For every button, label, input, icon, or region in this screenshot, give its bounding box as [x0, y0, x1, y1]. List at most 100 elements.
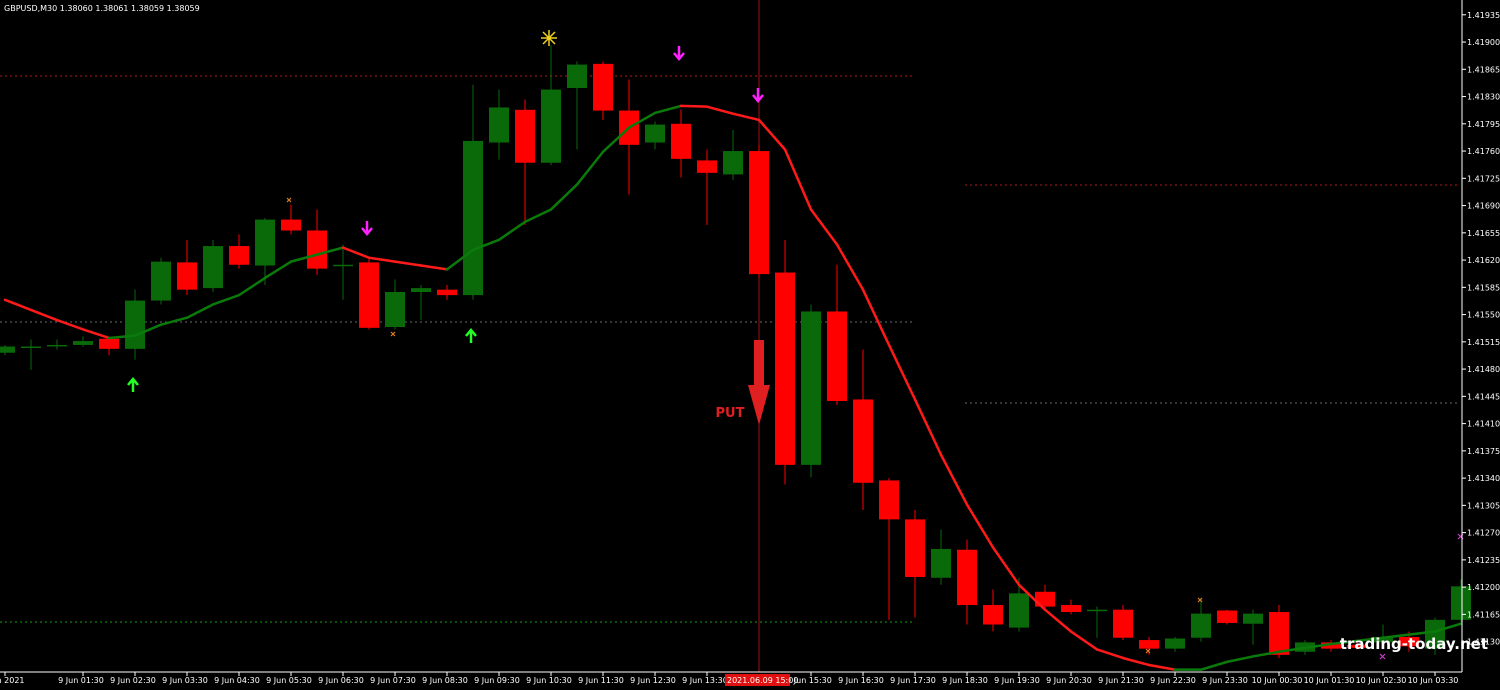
- x-tick-label: 9 Jun 17:30: [890, 676, 936, 685]
- ma-segment: [575, 150, 605, 186]
- candle-body: [1425, 619, 1445, 649]
- candle-body: [931, 548, 951, 578]
- crosshair-box: [725, 674, 790, 686]
- candle-body: [749, 151, 769, 275]
- ma-segment: [887, 343, 917, 401]
- candle-body: [671, 123, 691, 159]
- ma-segment: [315, 246, 345, 256]
- candle-body: [151, 261, 171, 301]
- candle-body: [515, 109, 535, 163]
- candle-body: [489, 107, 509, 143]
- y-tick-label: 1.41550: [1467, 311, 1500, 320]
- ma-segment: [1407, 630, 1437, 636]
- axes: 1.41935 1.41900 1.41865 1.41830 1.41795 1.417…: [0, 11, 1500, 685]
- ma-segment: [1329, 639, 1359, 646]
- ma-segment: [991, 546, 1021, 587]
- plot: [0, 45, 1471, 671]
- candle-body: [1061, 605, 1081, 613]
- x-tick-label: 9 Jun 18:30: [942, 676, 988, 685]
- candle-body: [1009, 593, 1029, 628]
- candle-body: [801, 311, 821, 465]
- ma-segment: [653, 104, 683, 115]
- candle-body: [307, 230, 327, 269]
- y-tick-label: 1.41830: [1467, 93, 1500, 102]
- candle-body: [1035, 591, 1055, 607]
- ma-segment: [757, 118, 787, 151]
- ma-segment: [835, 243, 865, 291]
- ma-segment: [679, 104, 709, 108]
- candle-body: [645, 124, 665, 143]
- x-tick-label: 10 Jun 03:30: [1408, 676, 1459, 685]
- candle-body: [229, 246, 249, 265]
- sell-arrow: [673, 46, 685, 61]
- cross-mark: [286, 197, 1203, 654]
- ma-segment: [913, 398, 943, 456]
- annotation: PUT: [716, 406, 745, 421]
- ma-segment: [1381, 633, 1411, 639]
- x-tick-label: 9 Jun 02:30: [110, 676, 156, 685]
- ma-segment: [55, 318, 85, 331]
- ma-segment: [1069, 630, 1099, 651]
- candle-body: [125, 300, 145, 349]
- candle-body: [853, 399, 873, 483]
- star: [541, 30, 557, 46]
- candle-body: [983, 605, 1003, 625]
- candle-body: [1347, 644, 1367, 648]
- x-tick-label: 9 Jun 06:30: [318, 676, 364, 685]
- candle-body: [1217, 610, 1237, 623]
- y-tick-label: 1.41235: [1467, 556, 1500, 565]
- y-tick-label: 1.41725: [1467, 174, 1500, 183]
- ma-segment: [549, 183, 579, 211]
- candle-body: [879, 480, 899, 520]
- x-tick-label: 9 Jun 09:30: [474, 676, 520, 685]
- ma-segment: [601, 126, 631, 154]
- candle-body: [1399, 636, 1419, 647]
- ma-segment: [939, 453, 969, 506]
- candle-body: [905, 519, 925, 578]
- ma-segment: [523, 208, 553, 224]
- ma-segment: [29, 308, 59, 322]
- buy-arrow: [465, 328, 477, 343]
- y-tick-label: 1.41865: [1467, 65, 1500, 74]
- ma-segment: [861, 288, 891, 347]
- x-tick-label: 9 Jun 01:30: [58, 676, 104, 685]
- ma-segment: [965, 503, 995, 549]
- candle-body: [255, 219, 275, 266]
- candle-body: [73, 341, 93, 345]
- y-tick-label: 1.41585: [1467, 283, 1500, 292]
- ma-segment: [809, 208, 839, 246]
- candle-body: [775, 272, 795, 465]
- candle-body: [1373, 636, 1393, 643]
- buy-arrow: [127, 377, 139, 392]
- ma-segment: [367, 256, 397, 263]
- x-tick-label: 10 Jun 00:30: [1252, 676, 1303, 685]
- ma-segment: [1017, 583, 1047, 611]
- y-tick-label: 1.41305: [1467, 501, 1500, 510]
- ma-segment: [731, 112, 761, 122]
- y-tick-label: 1.41270: [1467, 529, 1500, 538]
- candle-body: [463, 140, 483, 296]
- candle-body: [593, 63, 613, 111]
- x-tick-label: 9 Jun 2021: [0, 676, 25, 685]
- ma-segment: [1121, 656, 1151, 667]
- ma-segment: [1043, 608, 1073, 633]
- candle-body: [177, 262, 197, 290]
- candle-body: [957, 549, 977, 606]
- candle-body: [21, 346, 41, 349]
- x-tick-label: 9 Jun 15:30: [786, 676, 832, 685]
- ma-segment: [705, 105, 735, 115]
- x-tick-label: 9 Jun 23:30: [1202, 676, 1248, 685]
- y-tick-label: 1.41200: [1467, 583, 1500, 592]
- watermark: trading-today.net: [1340, 635, 1488, 653]
- candle-body: [1165, 638, 1185, 649]
- ma-segment: [419, 264, 449, 271]
- candle-body: [723, 151, 743, 175]
- y-tick-label: 1.41375: [1467, 447, 1500, 456]
- candle-body: [1139, 640, 1159, 649]
- x-tick-label: 9 Jun 10:30: [526, 676, 572, 685]
- candle-body: [1087, 609, 1107, 612]
- y-tick-label: 1.41165: [1467, 610, 1500, 619]
- ma-segment: [1251, 650, 1281, 658]
- candle-body: [0, 346, 15, 353]
- ma-segment: [107, 334, 137, 340]
